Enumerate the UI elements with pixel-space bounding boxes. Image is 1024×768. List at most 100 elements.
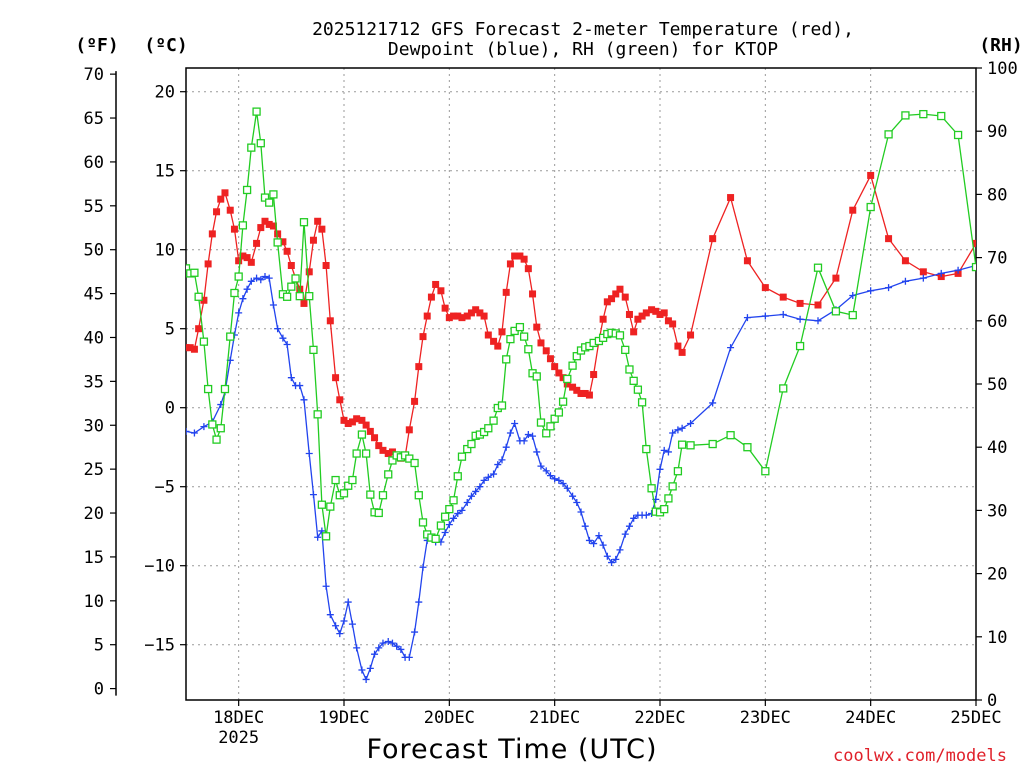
temperature-point	[621, 293, 629, 301]
rh-point	[673, 467, 683, 476]
temperature-point	[551, 363, 559, 371]
temperature-point	[542, 347, 550, 355]
rh-point	[449, 496, 458, 505]
fahrenheit-tick-label: 35	[84, 372, 104, 392]
dewpoint-point	[577, 508, 585, 516]
temperature-point	[581, 389, 589, 397]
dewpoint-point	[348, 620, 356, 628]
dewpoint-point	[340, 617, 348, 625]
rh-point	[467, 439, 476, 449]
temperature-point	[332, 374, 340, 382]
temperature-point	[371, 434, 379, 442]
dewpoint-point	[186, 427, 190, 435]
temperature-point	[379, 446, 387, 454]
fahrenheit-tick-label: 10	[84, 592, 104, 612]
rh-point	[256, 139, 265, 148]
rh-point	[339, 489, 349, 498]
fahrenheit-tick-label: 45	[84, 285, 104, 305]
rh-point	[317, 500, 327, 509]
rh-point	[937, 111, 946, 121]
dewpoint-point	[450, 514, 458, 522]
rh-point	[546, 422, 555, 431]
temperature-point	[524, 265, 532, 273]
rh-point	[445, 504, 454, 514]
rh-point	[615, 331, 625, 340]
rh-point	[884, 130, 893, 139]
temperature-point	[498, 328, 506, 336]
temperature-point	[573, 386, 581, 394]
dewpoint-point	[867, 287, 875, 295]
dewpoint-point	[494, 461, 502, 469]
dewpoint-point	[419, 563, 427, 571]
dewpoint-point	[573, 499, 581, 506]
dewpoint-point	[371, 650, 379, 658]
temperature-point	[761, 284, 769, 292]
temperature-point	[511, 252, 519, 260]
temperature-point	[450, 312, 458, 320]
temperature-point	[590, 371, 598, 379]
temperature-point	[230, 225, 238, 233]
temperature-point	[537, 339, 545, 347]
rh-point	[502, 355, 511, 364]
temperature-point	[638, 312, 646, 320]
dewpoint-point	[814, 317, 822, 325]
credit-label: coolwx.com/models	[833, 746, 1007, 766]
rh-point	[761, 467, 770, 476]
rh-point	[554, 408, 564, 417]
dewpoint-point	[287, 374, 295, 382]
dewpoint-point	[678, 424, 686, 432]
temperature-point	[437, 287, 445, 295]
temperature-point	[336, 396, 344, 404]
fahrenheit-tick-label: 25	[84, 460, 104, 480]
dewpoint-point	[529, 432, 537, 440]
dewpoint-point	[269, 301, 277, 309]
temperature-point	[616, 285, 624, 293]
dewpoint-point	[454, 510, 462, 518]
rh-unit-label: (RH)	[979, 35, 1022, 56]
dewpoint-point	[559, 480, 567, 488]
dewpoint-point	[411, 628, 419, 636]
series-2	[186, 107, 976, 543]
dewpoint-point	[533, 448, 541, 456]
dewpoint-point	[546, 472, 554, 480]
rh-tick-label: 30	[987, 501, 1007, 521]
rh-point	[216, 424, 225, 433]
dewpoint-point	[362, 675, 370, 683]
dewpoint-point	[467, 492, 475, 500]
chart-title-line-1: 2025121712 GFS Forecast 2-meter Temperat…	[312, 19, 854, 40]
temperature-point	[555, 369, 563, 377]
dewpoint-point	[511, 420, 519, 427]
dewpoint-point	[551, 475, 559, 483]
rh-point	[313, 410, 322, 419]
dewpoint-point	[405, 653, 413, 661]
fahrenheit-tick-label: 0	[94, 680, 104, 700]
rh-point	[326, 502, 335, 511]
fahrenheit-unit-label: (ºF)	[75, 35, 118, 56]
rh-tick-label: 100	[987, 59, 1018, 79]
temperature-point	[261, 217, 269, 225]
dewpoint-point	[849, 292, 857, 300]
temperature-point	[257, 224, 265, 232]
rh-point	[536, 418, 546, 427]
rh-point	[647, 484, 656, 493]
dewpoint-point	[674, 426, 682, 434]
dewpoint-point	[239, 295, 247, 303]
dewpoint-point	[257, 276, 265, 284]
rh-tick-label: 90	[987, 122, 1007, 142]
temperature-point	[832, 274, 840, 282]
rh-point	[779, 384, 788, 393]
temperature-point	[484, 331, 492, 339]
temperature-point	[186, 344, 194, 352]
rh-point	[708, 439, 717, 449]
celsius-tick-label: 15	[155, 162, 175, 182]
dewpoint-point	[274, 325, 282, 333]
temperature-point	[432, 280, 440, 288]
rh-point	[295, 292, 304, 301]
dewpoint-point	[660, 446, 668, 454]
fahrenheit-tick-label: 55	[84, 197, 104, 217]
dewpoint-point	[687, 420, 695, 427]
x-tick-label: 25DEC	[950, 708, 1001, 728]
rh-point	[247, 143, 256, 152]
rh-point	[194, 292, 203, 301]
temperature-point	[353, 415, 361, 423]
